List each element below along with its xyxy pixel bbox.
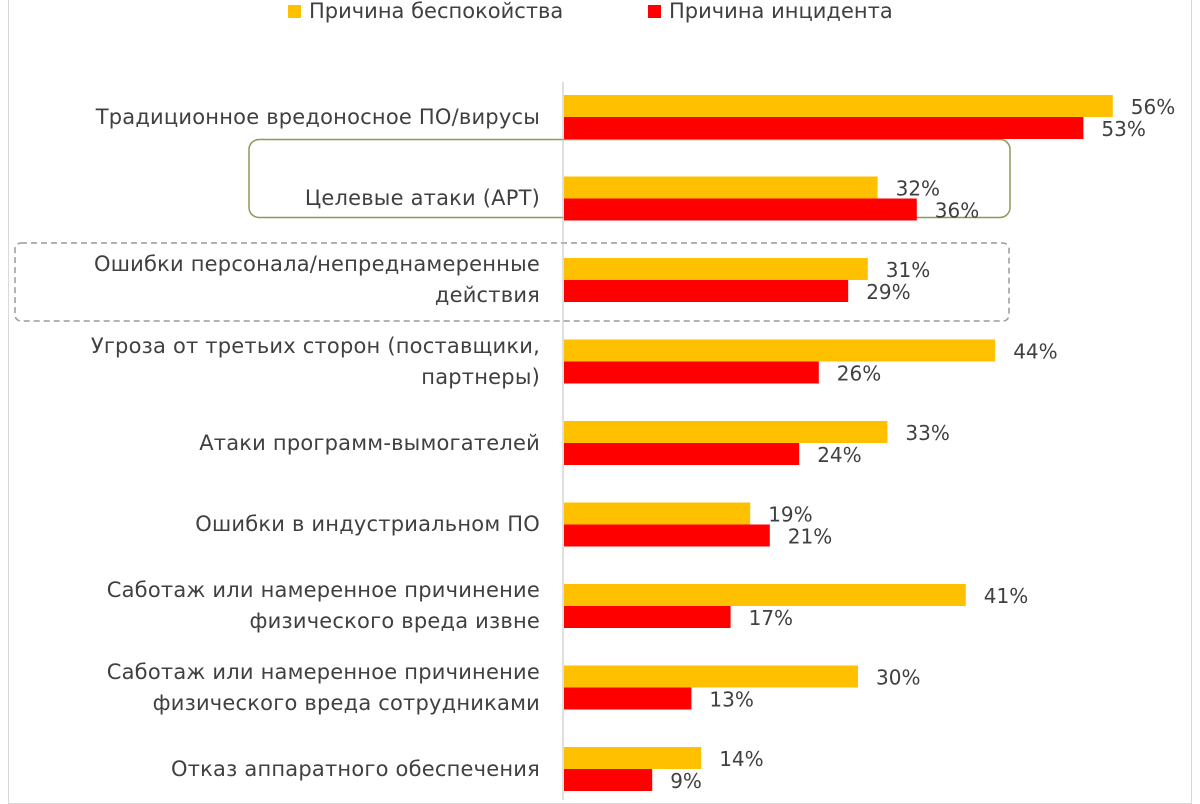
category-label-line: Саботаж или намеренное причинение (106, 578, 540, 602)
bar-concern-8 (564, 747, 702, 769)
bar-incident-6 (564, 606, 731, 628)
legend-item-concern: Причина беспокойства (288, 0, 563, 28)
data-label-concern-4: 33% (905, 421, 949, 445)
data-label-incident-6: 17% (749, 606, 793, 630)
bar-incident-7 (564, 687, 692, 710)
category-label-8: Отказ аппаратного обеспечения (10, 754, 540, 785)
category-label-3: Угроза от третьих сторон (поставщики, пар… (10, 331, 540, 393)
category-label-line: Саботаж или намеренное причинение (106, 659, 540, 684)
data-label-concern-8: 14% (719, 747, 763, 771)
bar-concern-0 (564, 95, 1113, 117)
data-label-concern-5: 19% (768, 503, 812, 527)
category-label-6: Саботаж или намеренное причинение физичес… (10, 575, 540, 637)
highlight-box-staff-errors (14, 242, 1010, 322)
bar-concern-7 (564, 665, 858, 688)
category-label-4: Атаки программ-вымогателей (10, 428, 540, 459)
category-label-line: Атаки программ-вымогателей (199, 430, 540, 455)
data-label-concern-2: 31% (886, 258, 930, 282)
bar-incident-8 (564, 769, 653, 791)
category-label-7: Саботаж или намеренное причинение физичес… (10, 657, 540, 719)
legend-label: Причина инцидента (669, 0, 893, 23)
bar-concern-6 (564, 584, 966, 606)
bar-incident-1 (564, 198, 917, 221)
category-label-2: Ошибки персонала/непреднамеренные действи… (10, 249, 540, 311)
data-label-incident-5: 21% (788, 525, 832, 549)
data-label-incident-0: 53% (1101, 117, 1145, 141)
legend-swatch (288, 4, 301, 18)
legend-item-incident: Причина инцидента (648, 0, 893, 28)
category-label-line: физического вреда сотрудниками (152, 690, 540, 715)
data-label-incident-7: 13% (709, 688, 753, 712)
category-label-line: действия (434, 283, 540, 307)
category-label-line: Ошибки персонала/непреднамеренные (93, 252, 540, 276)
bar-incident-5 (564, 524, 770, 547)
data-label-incident-2: 29% (866, 280, 910, 304)
legend-label: Причина беспокойства (309, 0, 564, 23)
bar-concern-2 (564, 258, 868, 280)
category-label-line: физического вреда извне (249, 609, 540, 633)
bar-incident-3 (564, 361, 819, 384)
category-label-line: Целевые атаки (APT) (304, 186, 540, 210)
bar-incident-2 (564, 280, 849, 302)
data-label-concern-0: 56% (1131, 95, 1175, 119)
data-label-concern-1: 32% (896, 177, 940, 201)
data-label-incident-3: 26% (837, 362, 881, 386)
bar-concern-5 (564, 502, 751, 525)
bar-incident-0 (564, 117, 1084, 139)
category-label-5: Ошибки в индустриальном ПО (10, 509, 540, 540)
legend-swatch (648, 4, 661, 18)
category-label-line: Угроза от третьих сторон (поставщики, (90, 333, 540, 358)
data-label-incident-4: 24% (817, 443, 861, 467)
data-label-concern-7: 30% (876, 666, 920, 690)
data-label-incident-1: 36% (935, 199, 979, 223)
category-label-1: Целевые атаки (APT) (10, 183, 540, 214)
bar-concern-1 (564, 176, 878, 199)
category-label-line: партнеры) (421, 364, 540, 389)
data-label-concern-3: 44% (1013, 340, 1057, 364)
category-label-line: Традиционное вредоносное ПО/вирусы (95, 104, 540, 129)
data-label-incident-8: 9% (670, 769, 702, 793)
data-label-concern-6: 41% (984, 584, 1028, 608)
bar-concern-4 (564, 421, 888, 443)
bar-concern-3 (564, 339, 996, 362)
category-label-line: Ошибки в индустриальном ПО (195, 512, 540, 536)
bar-incident-4 (564, 443, 800, 465)
category-label-0: Традиционное вредоносное ПО/вирусы (10, 102, 540, 133)
category-label-line: Отказ аппаратного обеспечения (171, 756, 540, 781)
